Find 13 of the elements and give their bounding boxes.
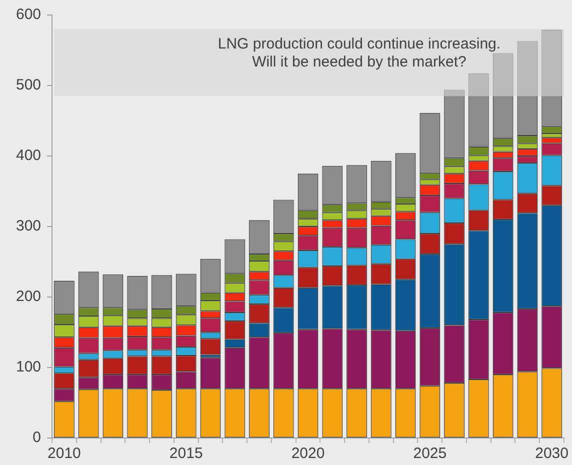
y-tick-label: 0	[32, 429, 42, 446]
y-tick-label: 300	[16, 218, 42, 235]
x-tick-label: 2025	[413, 445, 447, 462]
x-tick-label: 2020	[291, 445, 325, 462]
y-tick-label: 600	[16, 6, 42, 24]
y-tick-label: 200	[16, 288, 42, 306]
x-tick-label: 2030	[535, 445, 568, 462]
x-tick-label: 2015	[169, 445, 203, 462]
band-label: LNG production could continue increasing. Will it be needed by the market?	[218, 36, 501, 71]
y-tick-label: 500	[16, 76, 42, 94]
x-tick-label: 2010	[48, 445, 81, 462]
y-tick-label: 400	[16, 147, 42, 164]
y-tick-label: 100	[16, 358, 42, 376]
